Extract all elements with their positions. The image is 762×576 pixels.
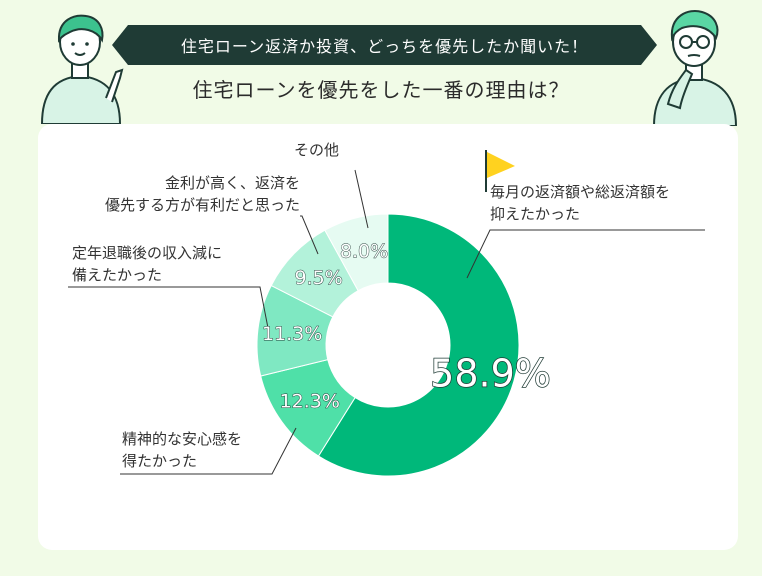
leader-line-4 [354, 169, 369, 229]
value-label-0: 58.9% [430, 351, 551, 395]
category-label-0: 毎月の返済額や総返済額を 抑えたかった [490, 183, 671, 223]
leader-line-0 [466, 229, 705, 279]
category-label-2: 定年退職後の収入減に 備えたかった [72, 244, 223, 284]
chart-card [38, 124, 738, 550]
category-label-1: 精神的な安心感を 得たかった [122, 430, 243, 470]
category-label-3: 金利が高く、返済を 優先する方が有利だと思った [104, 174, 300, 214]
page-title: 住宅ローンを優先をした一番の理由は？ [192, 78, 570, 102]
person-thinking-icon [652, 10, 738, 126]
leader-line-3 [300, 215, 319, 255]
donut-slice-0 [317, 213, 520, 477]
flag-icon [485, 150, 515, 192]
value-label-4: 8.0% [340, 241, 388, 263]
value-label-2: 11.3% [262, 323, 322, 345]
donut-slice-4 [324, 213, 389, 292]
leader-line-1 [120, 427, 297, 475]
value-label-1: 12.3% [280, 390, 340, 412]
category-label-4: その他 [294, 141, 340, 159]
person-pointing-icon [40, 14, 124, 124]
header-banner: 住宅ローン返済か投資、どっちを優先したか聞いた！ [112, 25, 657, 65]
value-label-3: 9.5% [295, 267, 343, 289]
leader-line-2 [68, 286, 269, 329]
